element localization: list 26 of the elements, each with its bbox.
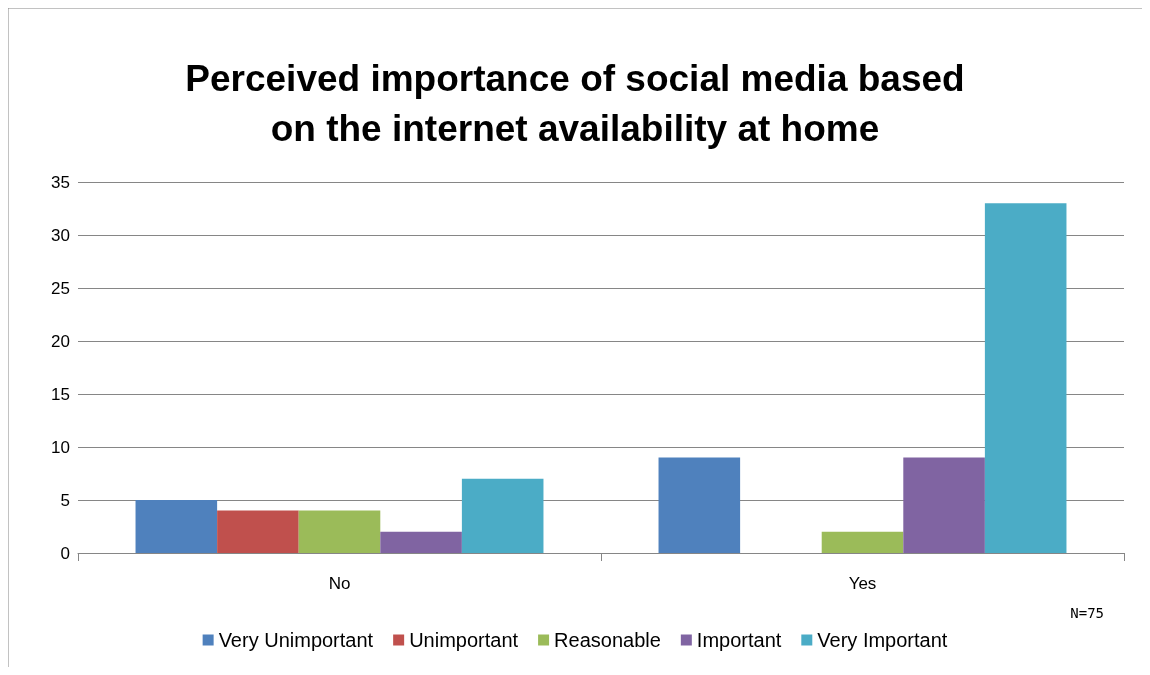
legend-label: Unimportant <box>409 629 519 651</box>
chart-title: Perceived importance of social media based on the internet availability at home <box>185 57 965 149</box>
y-tick-label: 30 <box>51 225 70 245</box>
bar <box>821 531 904 553</box>
bar <box>658 457 741 553</box>
y-tick-label: 25 <box>51 278 70 298</box>
bar <box>217 510 299 553</box>
y-tick-label: 35 <box>51 172 70 192</box>
legend-label: Reasonable <box>554 629 661 651</box>
y-tick-label: 15 <box>51 384 70 404</box>
legend-label: Very Unimportant <box>218 629 374 651</box>
y-tick-label: 0 <box>60 543 70 563</box>
bar <box>135 500 218 553</box>
bar <box>298 510 381 553</box>
bar <box>984 203 1067 553</box>
legend-label: Very Important <box>817 629 948 651</box>
x-tick-label: Yes <box>848 574 877 593</box>
x-tick-label: No <box>328 574 351 593</box>
y-tick-label: 10 <box>51 437 70 457</box>
y-tick-label: 5 <box>60 490 70 510</box>
legend-label: Important <box>696 629 782 651</box>
y-tick-label: 20 <box>51 331 70 351</box>
bar <box>903 457 985 553</box>
bar <box>461 478 544 553</box>
text: N=75 <box>1070 605 1104 621</box>
bar <box>380 531 462 553</box>
